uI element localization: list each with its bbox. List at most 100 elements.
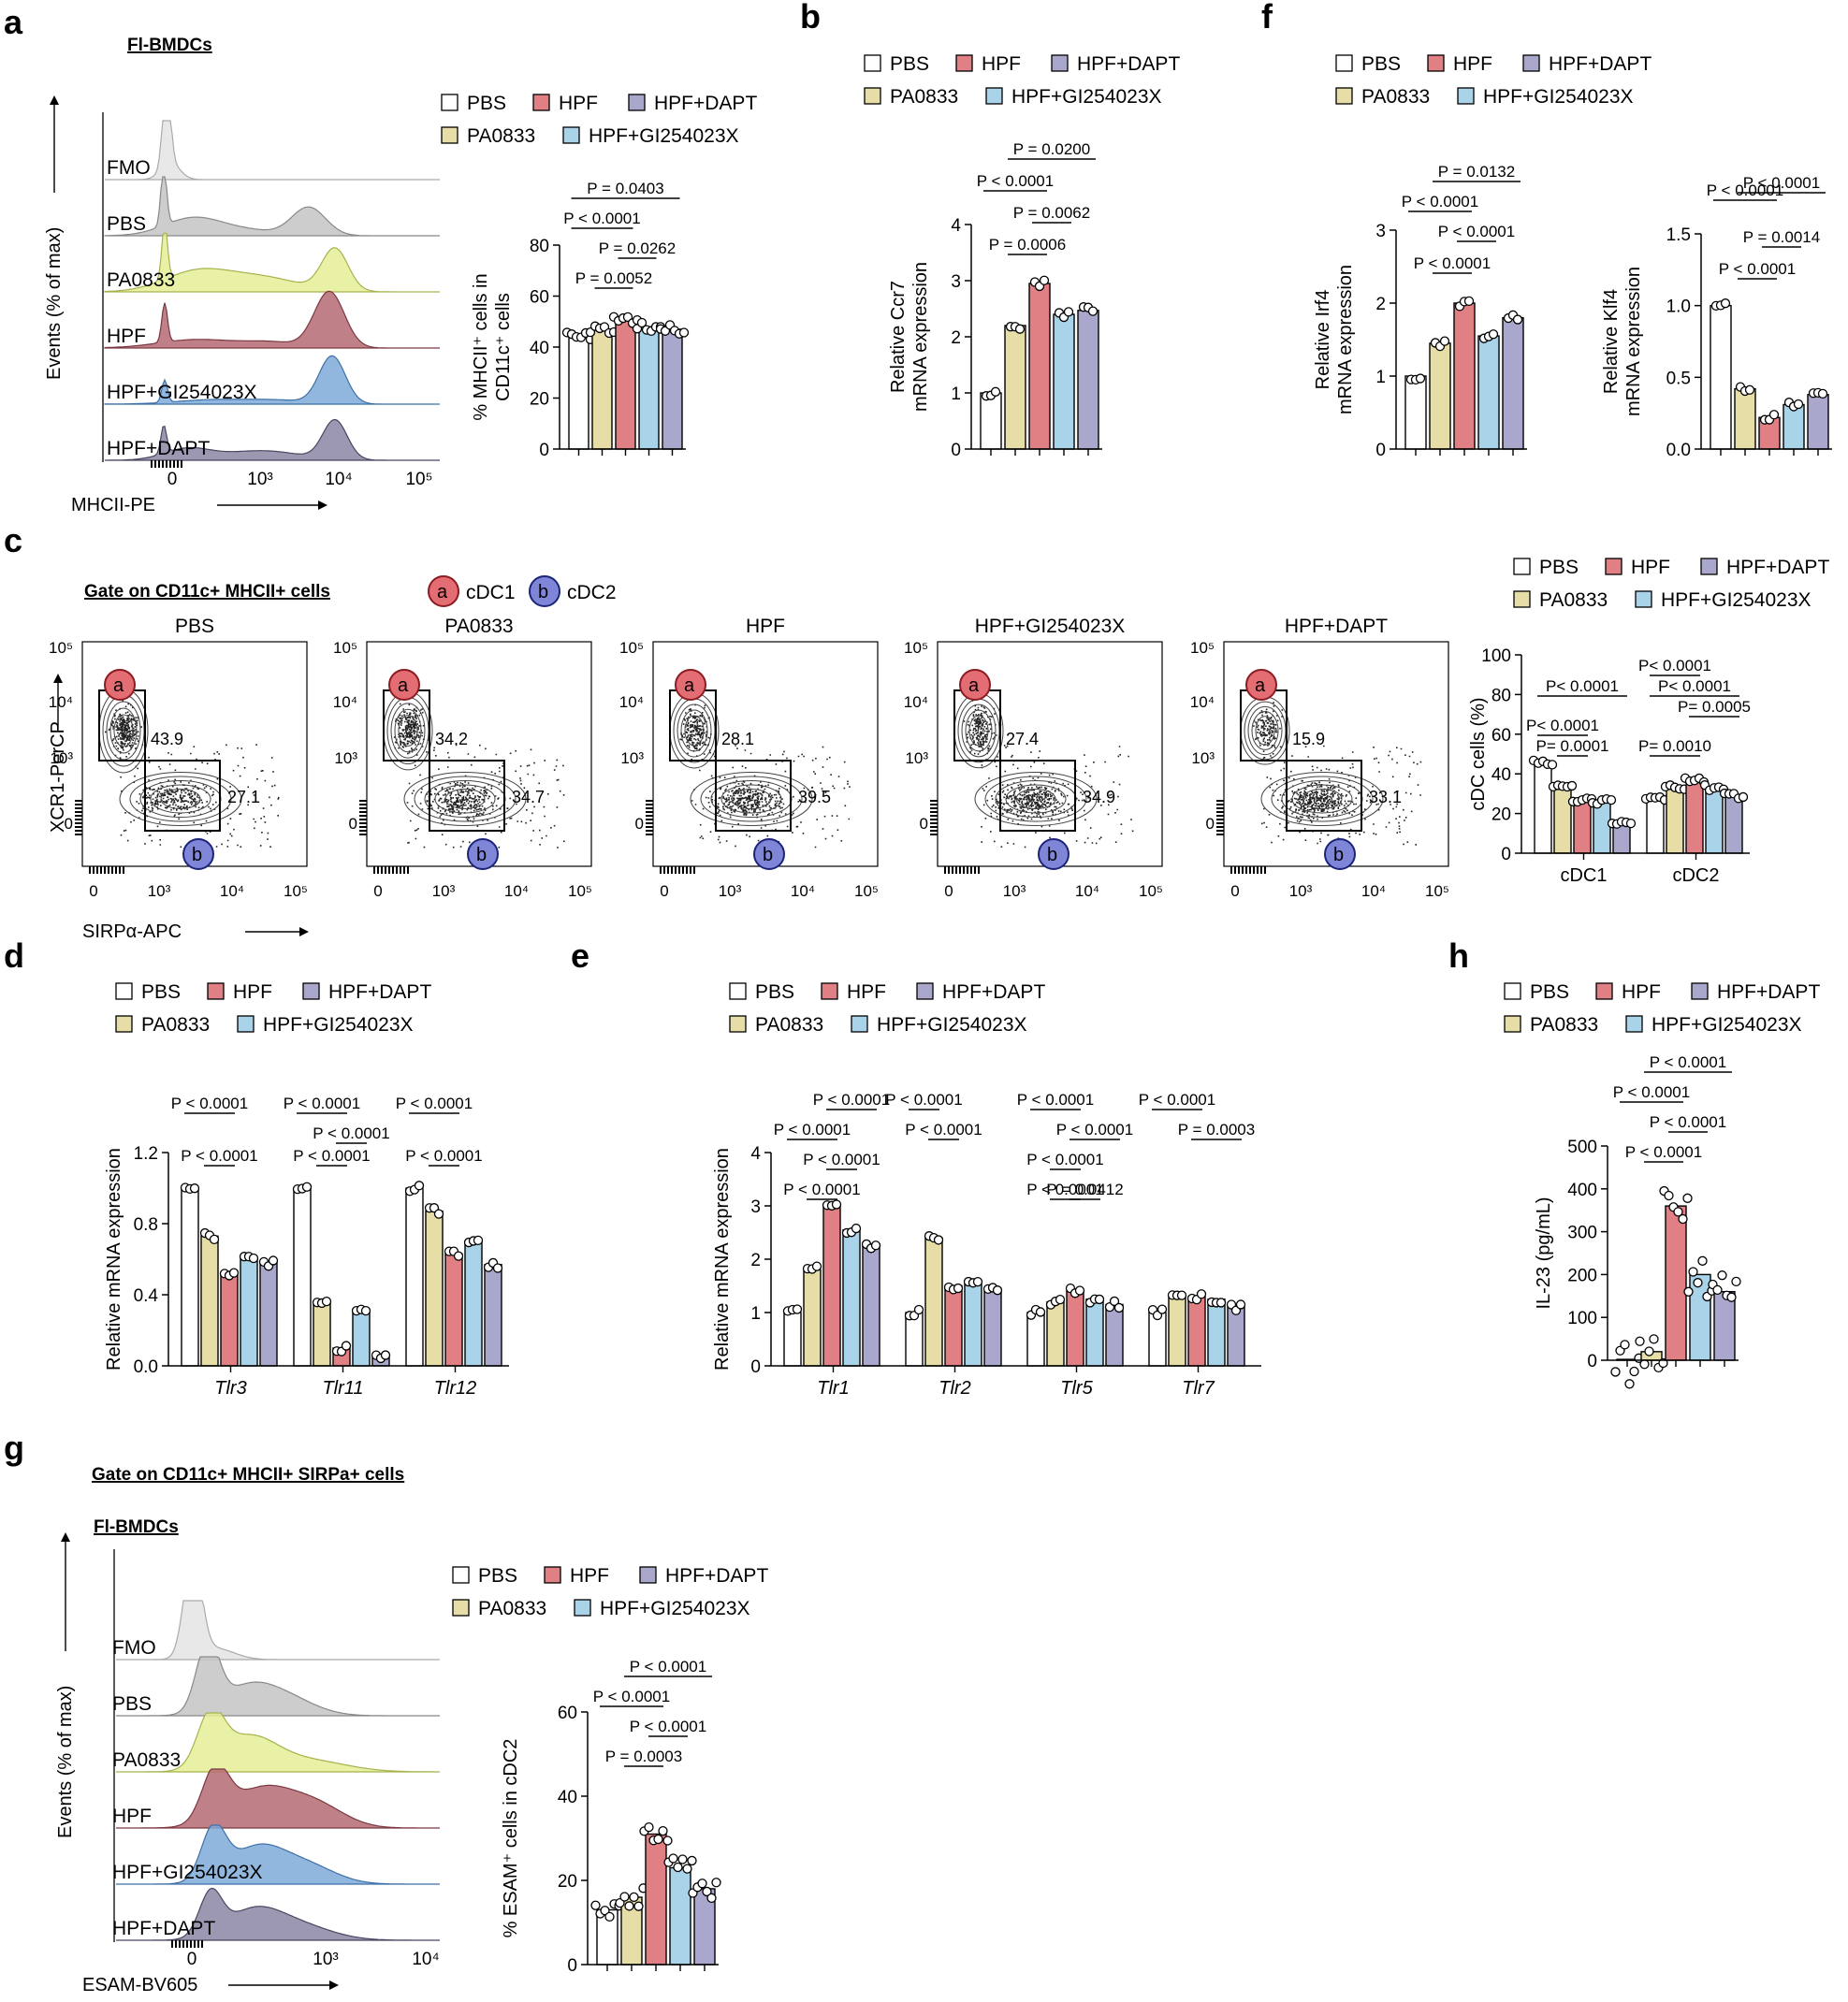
bar-0 — [1710, 304, 1732, 450]
group-label: Tlr7 — [1182, 1378, 1215, 1399]
bar-Tlr2-3 — [964, 1280, 982, 1367]
replicate-point — [1639, 1359, 1650, 1370]
legend-d: PBS HPF HPF+DAPT PA0833 HPF+GI254023X — [115, 981, 431, 1036]
flow-x-tick: 10⁵ — [1425, 882, 1449, 900]
p-value-label: P < 0.0001 — [284, 1095, 360, 1112]
y-tick-label: 0.8 — [134, 1215, 158, 1235]
p-value-label: P < 0.0001 — [774, 1121, 851, 1139]
histogram-label: PA0833 — [112, 1749, 181, 1771]
replicate-point — [1664, 1190, 1674, 1201]
legend-label: HPF — [847, 981, 886, 1003]
p-value-label: P < 0.0001 — [313, 1124, 389, 1142]
legend-label: PBS — [141, 981, 181, 1003]
replicate-point — [1817, 388, 1828, 399]
replicate-point — [1688, 1267, 1698, 1277]
legend-a: PBS HPF HPF+DAPT PA0833 HPF+GI254023X — [441, 93, 757, 147]
bar-3 — [669, 1866, 691, 1966]
legend-label: PA0833 — [478, 1598, 546, 1619]
replicate-point — [687, 1855, 697, 1866]
flow-x-tick: 0 — [1230, 882, 1239, 900]
flow-y-tick: 10⁵ — [1190, 639, 1215, 657]
group-label: Tlr11 — [322, 1378, 363, 1399]
bar-2 — [1453, 302, 1476, 450]
bar-cDC1-3 — [1593, 801, 1611, 854]
y-tick-label: 0.4 — [134, 1286, 159, 1306]
y-tick-label: 1 — [1375, 368, 1386, 387]
histogram-trace — [116, 1600, 440, 1661]
y-tick-label: 80 — [1491, 686, 1511, 705]
y-tick-label: 0 — [1501, 845, 1511, 864]
bar-Tlr2-1 — [924, 1237, 943, 1367]
p-value-label: P < 0.0001 — [1402, 193, 1478, 210]
y-tick-label: 20 — [530, 390, 549, 410]
p-value-label: P < 0.0001 — [1026, 1151, 1103, 1168]
flow-y-tick: 10⁵ — [619, 639, 644, 657]
flow-contour-a — [961, 704, 997, 758]
replicate-point — [1678, 1213, 1688, 1225]
y-axis-label: IL-23 (pg/mL) — [1534, 1197, 1554, 1309]
chart-h_bar: 0 100 200 300 400 500 IL-23 (pg/mL) P < 0.0001 P… — [1534, 1053, 1741, 1389]
chart-c_bar: 0 20 40 60 80 100 cDC cells (%) cDC1 cDC2 P< 0.00… — [1468, 646, 1751, 886]
legend-label: HPF+GI254023X — [1652, 1014, 1802, 1036]
bar-1 — [1429, 342, 1451, 450]
flow-y-tick: 10³ — [334, 749, 357, 767]
gate-b-box — [1286, 760, 1362, 832]
bar-Tlr12-2 — [444, 1253, 463, 1367]
flow-x-tick: 0 — [944, 882, 953, 900]
replicate-point — [644, 1821, 654, 1833]
histogram-panel-g: FMO PBS PA0833 HPF HPF+GI254023X HPF+DAPT 0 10³… — [55, 1532, 440, 1995]
legend-label: PA0833 — [141, 1014, 210, 1036]
histogram-label: PA0833 — [107, 269, 175, 291]
flow-x-tick: 10³ — [432, 882, 456, 900]
replicate-point — [658, 1825, 668, 1836]
legend-label: HPF+DAPT — [1549, 53, 1652, 75]
bar-Tlr5-0 — [1026, 1312, 1045, 1367]
panel-letter-f: f — [1261, 0, 1273, 36]
replicate-point — [1109, 1296, 1120, 1307]
flow-contour-a — [968, 715, 989, 747]
p-value-label: P< 0.0001 — [1638, 657, 1711, 675]
bar-cDC1-1 — [1553, 787, 1572, 854]
group-label: Tlr5 — [1060, 1378, 1093, 1399]
legend-label: PBS — [1361, 53, 1401, 75]
flow-x-tick: 10⁵ — [1139, 882, 1163, 900]
histogram-trace — [116, 1768, 440, 1829]
histogram-label: PBS — [107, 213, 146, 235]
y-tick-label: 40 — [530, 339, 549, 358]
replicate-point — [992, 1285, 1003, 1296]
hist-x-tick-label: 10³ — [247, 470, 272, 489]
p-value-label: P = 0.0014 — [1743, 228, 1820, 246]
flow-contour-b — [119, 772, 242, 826]
replicate-point — [1738, 791, 1749, 803]
legend-swatch — [207, 982, 225, 1000]
gate-a-marker-label: a — [113, 675, 124, 696]
gate-legend: a cDC1 b cDC2 — [428, 575, 617, 607]
flow-x-tick: 0 — [89, 882, 97, 900]
legend-label: HPF — [1453, 53, 1492, 75]
flow-y-tick: 0 — [1206, 815, 1215, 833]
replicate-point — [1644, 1346, 1654, 1356]
p-value-label: P < 0.0001 — [905, 1121, 982, 1139]
flow-x-tick: 0 — [660, 882, 668, 900]
legend-label: HPF+GI254023X — [1661, 589, 1812, 611]
flow-x-tick: 10³ — [1003, 882, 1026, 900]
y-axis-label: Relative mRNA expression — [712, 1148, 733, 1371]
chart-b_bar: 0 1 2 3 4 Relative Ccr7 mRNA expression P = 0.0… — [888, 140, 1102, 460]
panel-letter-h: h — [1448, 936, 1469, 975]
replicate-point — [1157, 1304, 1168, 1314]
bar-3 — [1477, 335, 1500, 450]
panel-letter-b: b — [800, 0, 821, 36]
legend-label: HPF — [233, 981, 272, 1003]
gate-b-marker — [467, 838, 499, 870]
legend-label: PA0833 — [1361, 86, 1430, 108]
histogram-panel-a: FMO PBS PA0833 HPF HPF+GI254023X HPF+DAPT 0 10³… — [44, 95, 440, 515]
replicate-point — [953, 1283, 964, 1294]
legend-swatch — [441, 126, 458, 144]
bar-0 — [980, 392, 1002, 450]
replicate-point — [1463, 296, 1475, 307]
legend-label: PA0833 — [1530, 1014, 1598, 1036]
p-value-label: P < 0.0001 — [593, 1688, 670, 1705]
y-tick-label: 20 — [1491, 805, 1511, 825]
legend-swatch — [302, 982, 320, 1000]
gate-a-value: 34.2 — [435, 730, 468, 748]
